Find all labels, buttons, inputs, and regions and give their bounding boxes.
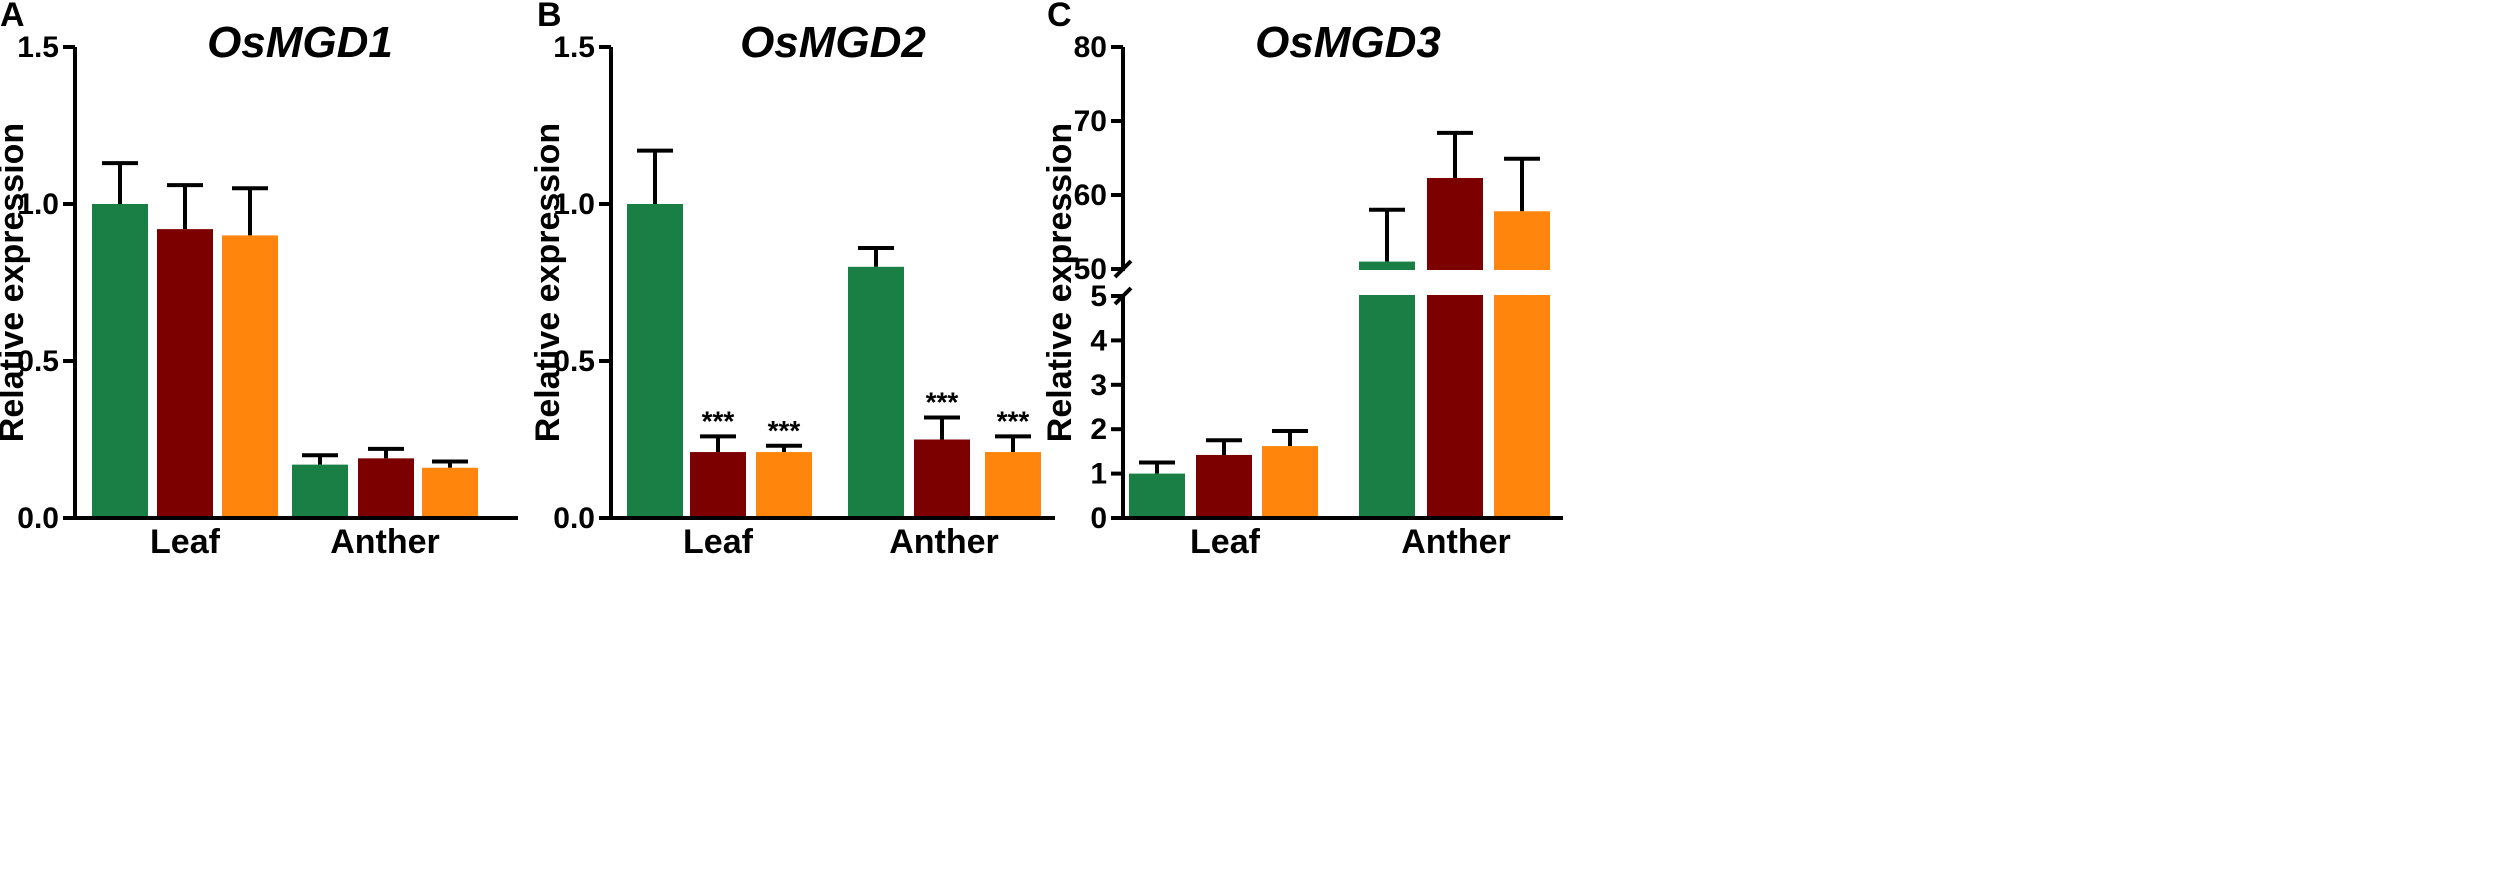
panel-label: B xyxy=(537,0,562,34)
bar xyxy=(985,452,1041,518)
panel-c: C OsMGD3 Relative expression 0 1 2 3 4 550 60 70 80… xyxy=(1041,0,1566,561)
bar xyxy=(157,229,213,518)
x-category-label: Leaf xyxy=(150,523,221,561)
y-tick-label: 0.5 xyxy=(17,345,59,378)
y-axis-label: Relative expression xyxy=(529,123,567,442)
y-tick-label: 1.5 xyxy=(553,31,595,64)
x-category-label: Anther xyxy=(1401,523,1511,561)
y-tick-label: 1.0 xyxy=(553,188,595,221)
y-tick-label: 70 xyxy=(1074,105,1107,138)
significance-label: *** xyxy=(768,415,801,446)
y-tick-label: 0.0 xyxy=(17,502,59,535)
y-tick-label: 0 xyxy=(1090,502,1107,535)
panel-label: C xyxy=(1047,0,1072,34)
chart-title: OsMGD1 xyxy=(207,18,393,67)
y-tick-label: 80 xyxy=(1074,31,1107,64)
bar xyxy=(1196,454,1252,518)
x-category-label: Leaf xyxy=(1190,523,1261,561)
bar xyxy=(92,204,148,518)
x-category-label: Anther xyxy=(889,523,999,561)
bar xyxy=(1129,473,1185,518)
bar xyxy=(1262,446,1318,518)
y-tick-label: 0.5 xyxy=(553,345,595,378)
significance-label: *** xyxy=(997,405,1030,436)
bar xyxy=(756,452,812,518)
bar xyxy=(1427,177,1483,519)
bar xyxy=(1494,211,1550,518)
bar xyxy=(848,266,904,518)
x-category-label: Leaf xyxy=(683,523,754,561)
y-axis-label: Relative expression xyxy=(0,123,31,442)
significance-label: *** xyxy=(702,405,735,436)
panel-b: B OsMGD2 Relative expression *** *** *** *** 0.… xyxy=(529,0,1055,561)
y-tick-label: 1 xyxy=(1090,458,1107,491)
panel-label: A xyxy=(0,0,25,34)
y-tick-label: 4 xyxy=(1090,324,1107,357)
bar xyxy=(222,235,278,518)
y-tick-label: 60 xyxy=(1074,179,1107,212)
y-tick-label: 2 xyxy=(1090,413,1107,446)
y-axis-label: Relative expression xyxy=(1041,123,1079,442)
x-category-label: Anther xyxy=(330,523,440,561)
axis-break-gap xyxy=(1126,270,1566,295)
bar xyxy=(1359,261,1415,518)
y-tick-label: 1.0 xyxy=(17,188,59,221)
significance-label: *** xyxy=(926,387,959,418)
bar xyxy=(914,439,970,518)
y-tick-label: 3 xyxy=(1090,369,1107,402)
bar xyxy=(358,458,414,518)
y-tick-label: 50 xyxy=(1074,253,1107,286)
chart-title: OsMGD2 xyxy=(740,18,926,67)
bar xyxy=(690,452,746,518)
y-tick-label: 5 xyxy=(1090,280,1107,313)
panel-a: A OsMGD1 Relative expression 0.0 0.5 1.0 1.5 Le… xyxy=(0,0,518,561)
y-tick-label: 1.5 xyxy=(17,31,59,64)
bar xyxy=(627,204,683,518)
bar xyxy=(422,467,478,518)
y-tick-label: 0.0 xyxy=(553,502,595,535)
bar xyxy=(292,464,348,518)
chart-title: OsMGD3 xyxy=(1255,18,1441,67)
